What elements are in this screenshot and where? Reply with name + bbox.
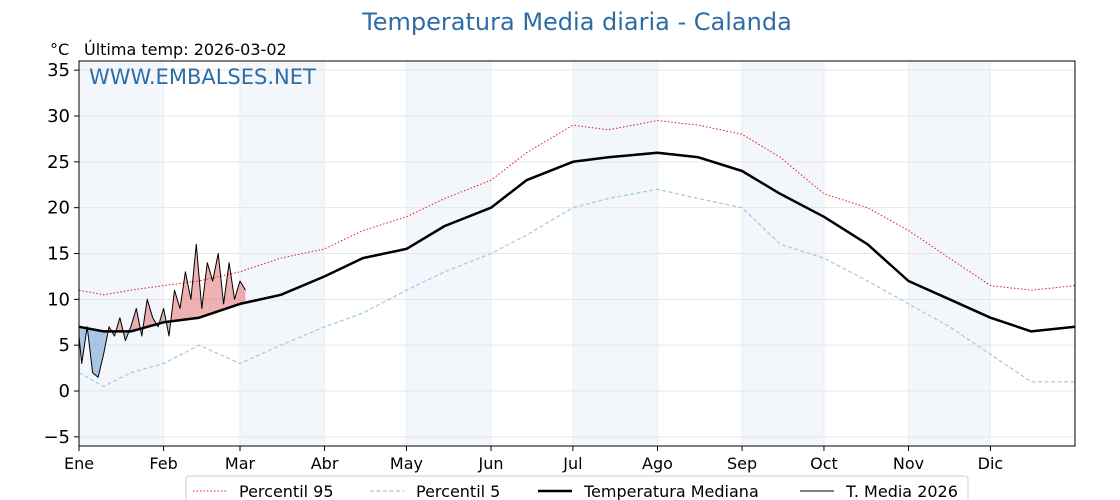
y-tick-label: −5 xyxy=(43,427,70,448)
x-tick-label-dic: Dic xyxy=(978,454,1004,473)
y-axis: −5 0 5 10 15 20 25 30 35 xyxy=(43,60,79,448)
last-temp-label: Última temp: 2026-03-02 xyxy=(84,40,287,59)
series-lines xyxy=(78,120,1076,387)
fill-above-median xyxy=(239,281,246,304)
y-tick-label: 30 xyxy=(47,106,70,127)
y-tick-label: 10 xyxy=(47,289,70,310)
x-axis: Ene Feb Mar Abr May Jun Jul Ago Sep Oct Nov Dic xyxy=(64,446,1003,473)
chart-title: Temperatura Media diaria - Calanda xyxy=(362,8,792,36)
series-line-temperatura-mediana xyxy=(78,151,1076,333)
watermark-text: WWW.EMBALSES.NET xyxy=(89,65,316,89)
x-tick-label-abr: Abr xyxy=(311,454,339,473)
y-unit-label: °C xyxy=(50,40,70,59)
x-tick-label-oct: Oct xyxy=(810,454,838,473)
y-tick-label: 25 xyxy=(47,152,70,173)
x-tick-label-feb: Feb xyxy=(149,454,177,473)
x-tick-label-ago: Ago xyxy=(642,454,673,473)
legend-label: Percentil 5 xyxy=(416,482,500,500)
fill-above-median xyxy=(185,271,191,320)
legend-label: Temperatura Mediana xyxy=(583,482,759,500)
x-tick-label-jun: Jun xyxy=(478,454,504,473)
fill-above-median xyxy=(174,290,180,321)
x-tick-label-sep: Sep xyxy=(727,454,757,473)
legend: Percentil 95 Percentil 5 Temperatura Media… xyxy=(185,475,969,500)
y-tick-label: 20 xyxy=(47,198,70,219)
x-tick-label-jul: Jul xyxy=(562,454,582,473)
fill-above-median xyxy=(147,299,153,327)
fill-above-median xyxy=(207,262,213,315)
y-tick-label: 0 xyxy=(59,381,70,402)
legend-label: T. Media 2026 xyxy=(845,482,958,500)
x-tick-label-ene: Ene xyxy=(64,454,94,473)
x-tick-label-may: May xyxy=(390,454,423,473)
y-tick-label: 15 xyxy=(47,244,70,265)
legend-box xyxy=(185,475,969,500)
y-tick-label: 5 xyxy=(59,335,70,356)
x-tick-label-mar: Mar xyxy=(225,454,256,473)
y-tick-label: 35 xyxy=(47,60,70,81)
fill-below-median xyxy=(92,329,99,378)
fill-above-median xyxy=(212,253,219,314)
series-line-percentil-5 xyxy=(78,188,1075,387)
fill-below-median xyxy=(98,330,104,378)
series-line-t-media-2026 xyxy=(78,243,246,378)
legend-label: Percentil 95 xyxy=(239,482,334,500)
x-tick-label-nov: Nov xyxy=(893,454,924,473)
